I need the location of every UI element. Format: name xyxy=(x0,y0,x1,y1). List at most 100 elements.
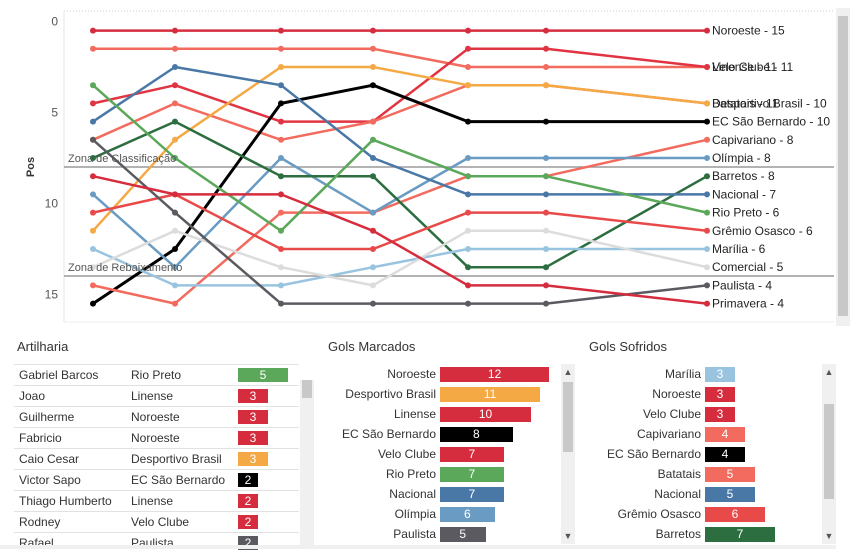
data-point[interactable] xyxy=(543,209,549,216)
data-point[interactable] xyxy=(704,64,710,70)
data-point[interactable] xyxy=(172,282,178,289)
chart-scrollbar[interactable] xyxy=(836,8,850,326)
gols-sofridos-row[interactable]: Barretos 7 xyxy=(580,524,820,544)
data-point[interactable] xyxy=(704,136,710,143)
artilharia-row[interactable]: Rodney Velo Clube 2 xyxy=(14,511,299,532)
gols-marcados-row[interactable]: Velo Clube 7 xyxy=(320,444,560,464)
data-point[interactable] xyxy=(370,173,376,180)
series-comercial[interactable] xyxy=(90,227,710,289)
gols-sofridos-scrollbar[interactable]: ▲ ▼ xyxy=(822,364,836,544)
data-point[interactable] xyxy=(465,82,471,89)
data-point[interactable] xyxy=(370,282,376,289)
data-point[interactable] xyxy=(704,191,710,198)
series-ec-sao-bernardo[interactable] xyxy=(90,82,710,307)
data-point[interactable] xyxy=(278,155,284,161)
data-point[interactable] xyxy=(172,264,178,271)
data-point[interactable] xyxy=(172,45,178,52)
data-point[interactable] xyxy=(278,82,284,89)
series-desportivo-brasil[interactable] xyxy=(90,64,710,234)
gols-marcados-row[interactable]: Noroeste 12 xyxy=(320,364,560,384)
data-point[interactable] xyxy=(370,300,376,307)
data-point[interactable] xyxy=(465,264,471,271)
data-point[interactable] xyxy=(278,191,284,198)
series-line-marilia[interactable] xyxy=(92,247,707,287)
gols-sofridos-row[interactable]: Batatais 5 xyxy=(580,464,820,484)
data-point[interactable] xyxy=(172,227,178,234)
data-point[interactable] xyxy=(172,209,178,216)
data-point[interactable] xyxy=(465,64,471,70)
data-point[interactable] xyxy=(465,155,471,161)
gols-marcados-row[interactable]: Desportivo Brasil 11 xyxy=(320,384,560,404)
data-point[interactable] xyxy=(90,246,96,252)
artilharia-row[interactable]: Guilherme Noroeste 3 xyxy=(14,406,299,427)
gols-marcados-row[interactable]: Linense 10 xyxy=(320,404,560,424)
series-marilia[interactable] xyxy=(90,246,710,289)
artilharia-row[interactable]: Thiago Humberto Linense 2 xyxy=(14,490,299,511)
data-point[interactable] xyxy=(90,100,96,107)
data-point[interactable] xyxy=(465,227,471,234)
data-point[interactable] xyxy=(370,246,376,252)
data-point[interactable] xyxy=(172,82,178,89)
data-point[interactable] xyxy=(90,209,96,216)
data-point[interactable] xyxy=(370,209,376,216)
series-olimpia[interactable] xyxy=(90,155,710,271)
data-point[interactable] xyxy=(90,191,96,198)
data-point[interactable] xyxy=(465,191,471,198)
data-point[interactable] xyxy=(370,227,376,234)
data-point[interactable] xyxy=(278,173,284,180)
data-point[interactable] xyxy=(278,209,284,216)
data-point[interactable] xyxy=(543,45,549,52)
data-point[interactable] xyxy=(543,82,549,89)
data-point[interactable] xyxy=(465,45,471,52)
data-point[interactable] xyxy=(704,209,710,216)
data-point[interactable] xyxy=(370,82,376,89)
data-point[interactable] xyxy=(90,264,96,271)
data-point[interactable] xyxy=(704,300,710,307)
gols-marcados-row[interactable]: Rio Preto 7 xyxy=(320,464,560,484)
data-point[interactable] xyxy=(704,227,710,234)
data-point[interactable] xyxy=(90,136,96,143)
data-point[interactable] xyxy=(90,45,96,52)
data-point[interactable] xyxy=(370,155,376,161)
data-point[interactable] xyxy=(370,136,376,143)
data-point[interactable] xyxy=(465,173,471,180)
data-point[interactable] xyxy=(172,246,178,252)
data-point[interactable] xyxy=(172,118,178,125)
data-point[interactable] xyxy=(543,155,549,161)
data-point[interactable] xyxy=(704,155,710,161)
data-point[interactable] xyxy=(543,300,549,307)
artilharia-row[interactable]: Rafael Paulista 2 xyxy=(14,532,299,553)
data-point[interactable] xyxy=(172,136,178,143)
data-point[interactable] xyxy=(704,264,710,271)
scroll-up-icon[interactable]: ▲ xyxy=(563,367,573,377)
artilharia-row[interactable]: Caio Cesar Desportivo Brasil 3 xyxy=(14,448,299,469)
data-point[interactable] xyxy=(90,173,96,180)
data-point[interactable] xyxy=(278,300,284,307)
data-point[interactable] xyxy=(172,191,178,198)
gols-sofridos-row[interactable]: Capivariano 4 xyxy=(580,424,820,444)
gols-marcados-row[interactable]: EC São Bernardo 8 xyxy=(320,424,560,444)
artilharia-row[interactable]: Joao Linense 3 xyxy=(14,385,299,406)
gols-sofridos-row[interactable]: Noroeste 3 xyxy=(580,384,820,404)
data-point[interactable] xyxy=(543,64,549,70)
scroll-down-icon[interactable]: ▼ xyxy=(563,531,573,541)
gols-marcados-scrollbar[interactable]: ▲ ▼ xyxy=(561,364,575,544)
data-point[interactable] xyxy=(370,27,376,34)
series-primavera[interactable] xyxy=(90,173,710,307)
scroll-up-icon[interactable]: ▲ xyxy=(824,367,834,377)
series-line-nacional[interactable] xyxy=(92,65,707,196)
data-point[interactable] xyxy=(90,27,96,34)
data-point[interactable] xyxy=(90,118,96,125)
data-point[interactable] xyxy=(543,191,549,198)
gols-marcados-row[interactable]: Paulista 5 xyxy=(320,524,560,544)
data-point[interactable] xyxy=(543,282,549,289)
gols-marcados-scrollbar-thumb[interactable] xyxy=(563,382,573,452)
series-noroeste[interactable] xyxy=(90,27,710,34)
data-point[interactable] xyxy=(465,27,471,34)
data-point[interactable] xyxy=(172,64,178,70)
data-point[interactable] xyxy=(465,300,471,307)
data-point[interactable] xyxy=(278,227,284,234)
data-point[interactable] xyxy=(172,300,178,307)
series-line-velo-clube[interactable] xyxy=(93,47,707,69)
data-point[interactable] xyxy=(278,45,284,52)
